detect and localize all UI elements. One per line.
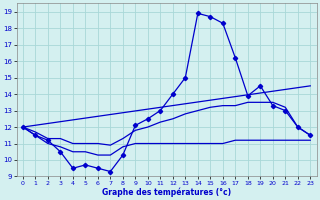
X-axis label: Graphe des températures (°c): Graphe des températures (°c) bbox=[102, 187, 231, 197]
